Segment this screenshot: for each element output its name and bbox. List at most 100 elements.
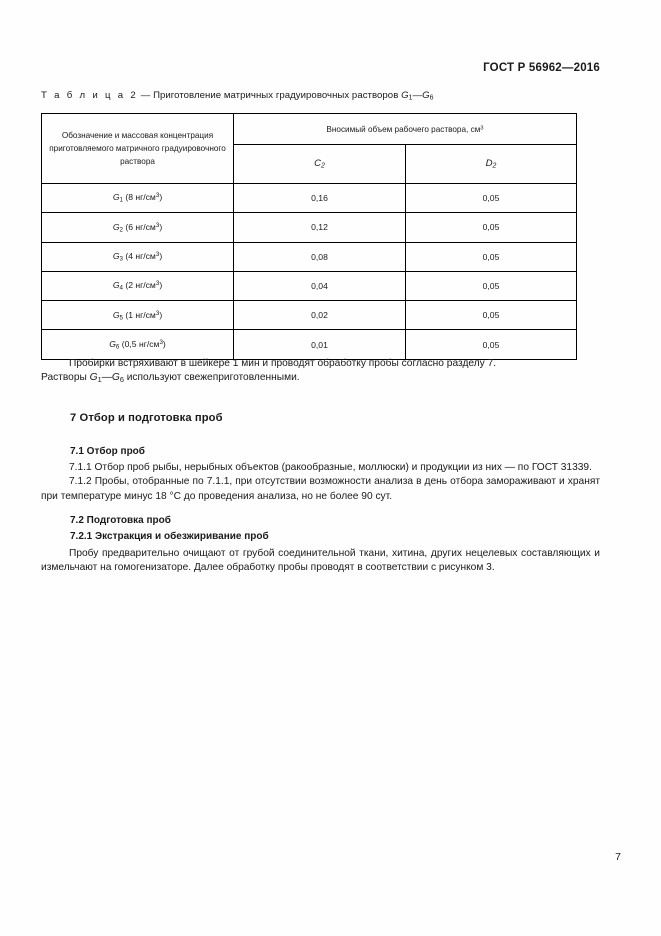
solution-symbol: G [112, 221, 120, 232]
solution-concentration-end: ) [159, 250, 163, 261]
table-caption-range-dash: — [412, 90, 423, 101]
solution-concentration-end: ) [159, 192, 163, 203]
page-number: 7 [615, 851, 621, 863]
solution-index: 2 [119, 226, 123, 234]
heading-section-7-1: 7.1 Отбор проб [70, 446, 145, 457]
table-row: G3 (4 нг/см3) 0,08 0,05 [41, 241, 577, 272]
table-caption: Т а б л и ц а 2 — Приготовление матричны… [41, 90, 434, 102]
table-body: G1 (8 нг/см3) 0,16 0,05 G2 (6 нг/см3) 0,… [41, 182, 577, 360]
solution-g1-symbol: G [89, 372, 98, 384]
table-cell-c2: 0,08 [233, 241, 406, 272]
table-header-d2-index: 2 [492, 162, 497, 170]
table-header-group-volume: Вносимый объем рабочего раствора, см3 [233, 113, 577, 145]
solution-concentration-end: ) [159, 221, 163, 232]
table-header-row-sub: C2 D2 [42, 144, 577, 184]
solution-symbol: G [112, 250, 120, 261]
fresh-solutions-pre: Растворы [41, 372, 90, 384]
table-caption-range-to-sub: 6 [429, 94, 434, 102]
solution-index: 1 [119, 196, 123, 204]
solution-index: 3 [119, 255, 123, 263]
solution-concentration: (8 нг/см [125, 192, 156, 203]
clause-7-2-1-text: Пробу предварительно очищают от грубой с… [41, 548, 600, 574]
table-caption-range-to: G [422, 90, 430, 101]
solution-concentration-sup: 3 [155, 280, 160, 288]
solution-concentration-end: ) [159, 309, 163, 320]
table-header-d2-symbol: D [485, 158, 493, 170]
table-caption-dash: — [137, 90, 154, 101]
solution-concentration-sup: 3 [159, 339, 163, 347]
table-cell-d2: 0,05 [405, 212, 577, 243]
table-cell-d2: 0,05 [405, 270, 577, 302]
solution-concentration-sup: 3 [155, 251, 160, 259]
table-header-stub: Обозначение и массовая концентрация приг… [41, 113, 234, 184]
table-header-group-superscript: 3 [480, 124, 484, 131]
table-cell-d2: 0,05 [405, 300, 577, 331]
table-header-c2-symbol: C [314, 158, 322, 170]
heading-section-7-2-1: 7.2.1 Экстракция и обезжиривание проб [70, 531, 269, 542]
clause-7-2-1-block: Пробу предварительно очищают от грубой с… [41, 547, 600, 576]
clause-7-1-2: 7.1.2 Пробы, отобранные по 7.1.1, при от… [41, 476, 600, 502]
table-cell-c2: 0,01 [233, 329, 406, 360]
table-cell-solution-name: G2 (6 нг/см3) [41, 212, 234, 243]
solution-concentration: (2 нг/см [125, 280, 156, 291]
table-caption-label: Т а б л и ц а 2 [41, 90, 138, 101]
heading-section-7: 7 Отбор и подготовка проб [70, 412, 223, 424]
table-row: G1 (8 нг/см3) 0,16 0,05 [41, 182, 577, 214]
solution-concentration: (1 нг/см [125, 309, 156, 320]
table-header-col-d2: D2 [405, 144, 577, 184]
solution-concentration-end: ) [162, 338, 166, 349]
table-cell-solution-name: G5 (1 нг/см3) [41, 300, 234, 331]
solution-index: 5 [119, 314, 123, 322]
solution-concentration-sup: 3 [155, 221, 160, 229]
table-cell-solution-name: G1 (8 нг/см3) [41, 182, 234, 214]
solution-concentration-end: ) [159, 280, 163, 291]
table-cell-solution-name: G3 (4 нг/см3) [41, 241, 234, 272]
heading-section-7-2: 7.2 Подготовка проб [70, 515, 171, 526]
table-header-row-group: Обозначение и массовая концентрация приг… [41, 113, 577, 184]
solution-concentration-sup: 3 [155, 192, 160, 200]
paragraph-after-table: Пробирки встряхивают в шейкере 1 мин и п… [41, 357, 600, 386]
solution-symbol: G [112, 309, 120, 320]
table-caption-range-from-sub: 1 [408, 94, 413, 102]
table-cell-solution-name: G6 (0,5 нг/см3) [41, 329, 234, 360]
table-row: G2 (6 нг/см3) 0,12 0,05 [41, 212, 577, 243]
solution-g6-symbol: G [111, 372, 120, 384]
clause-7-1-1: 7.1.1 Отбор проб рыбы, нерыбных объектов… [69, 462, 592, 473]
table-caption-range-from: G [401, 90, 409, 101]
table-cell-c2: 0,02 [233, 300, 406, 331]
table-row: G6 (0,5 нг/см3) 0,01 0,05 [41, 329, 577, 360]
solution-symbol: G [109, 338, 116, 349]
table-cell-c2: 0,16 [233, 182, 406, 214]
solution-concentration-sup: 3 [155, 309, 160, 317]
calibration-solutions-table: Обозначение и массовая концентрация приг… [41, 113, 577, 360]
table-cell-d2: 0,05 [405, 241, 577, 272]
table-cell-d2: 0,05 [405, 182, 577, 214]
solution-concentration: (6 нг/см [125, 221, 156, 232]
table-caption-text: Приготовление матричных градуировочных р… [153, 90, 399, 101]
table-head: Обозначение и массовая концентрация приг… [41, 113, 577, 184]
solution-concentration: (4 нг/см [125, 250, 156, 261]
table-row: G5 (1 нг/см3) 0,02 0,05 [41, 300, 577, 331]
table-header-c2-index: 2 [321, 162, 325, 170]
solution-symbol: G [112, 280, 120, 291]
paragraph-shaking: Пробирки встряхивают в шейкере 1 мин и п… [69, 358, 497, 369]
fresh-solutions-post: используют свежеприготовленными. [123, 372, 300, 384]
table-cell-c2: 0,12 [233, 212, 406, 243]
table-header-col-c2: C2 [233, 144, 406, 184]
table-cell-d2: 0,05 [405, 329, 577, 360]
solution-index: 4 [119, 284, 123, 292]
running-head-standard-number: ГОСТ Р 56962—2016 [483, 62, 600, 74]
table-cell-solution-name: G4 (2 нг/см3) [41, 270, 234, 302]
solution-range-dash: — [101, 372, 112, 384]
solution-concentration: (0,5 нг/см [121, 338, 160, 349]
table-header-group-text: Вносимый объем рабочего раствора, см [326, 124, 481, 134]
solution-g6-index: 6 [119, 375, 124, 385]
solution-index: 6 [115, 343, 120, 351]
paragraph-fresh-solutions: Растворы G1—G6 используют свежеприготовл… [41, 371, 600, 385]
clauses-7-1-block: 7.1.1 Отбор проб рыбы, нерыбных объектов… [41, 461, 600, 504]
solution-symbol: G [112, 192, 120, 203]
solution-g1-index: 1 [97, 375, 102, 385]
table-row: G4 (2 нг/см3) 0,04 0,05 [41, 270, 577, 302]
table-cell-c2: 0,04 [233, 270, 406, 302]
